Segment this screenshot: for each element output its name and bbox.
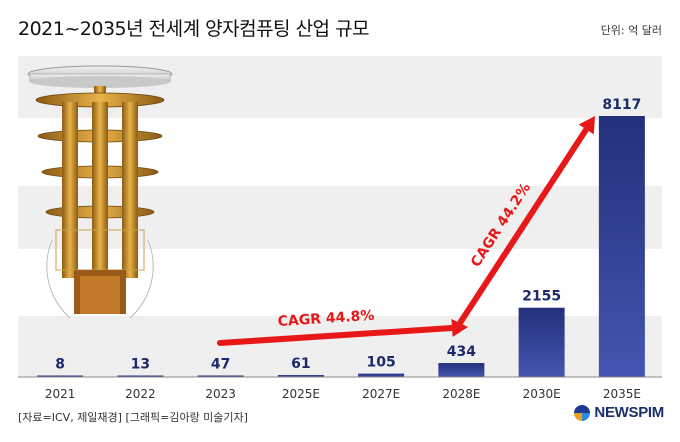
data-label: 105 (367, 355, 396, 371)
x-tick-label: 2025E (282, 387, 320, 401)
data-labels: 8 13 47 61 105 434 2155 8117 (55, 97, 641, 373)
x-tick-label: 2030E (523, 387, 561, 401)
bar-2028E (438, 363, 485, 377)
data-label: 434 (447, 344, 476, 360)
cagr-arrow-2-shaft (455, 126, 590, 329)
bars (37, 116, 645, 377)
bar-2025E (277, 375, 324, 377)
bar-2022 (117, 375, 164, 377)
x-tick-label: 2022 (125, 387, 156, 401)
bar-2027E (358, 373, 405, 377)
bar-2035E (598, 116, 645, 377)
data-label: 8 (55, 357, 65, 373)
newspim-logo: NEWSPIM (574, 404, 664, 421)
data-label: 2155 (522, 289, 561, 305)
x-tick-labels: 2021 2022 2023 2025E 2027E 2028E 2030E 2035E (45, 387, 641, 401)
cagr-arrow-2-head (578, 116, 595, 135)
newspim-logo-icon (574, 404, 591, 421)
data-label: 8117 (602, 97, 641, 113)
bar-2021 (37, 375, 84, 377)
data-label: 13 (131, 357, 150, 373)
logo-text: NEWSPIM (594, 404, 664, 421)
data-label: 47 (211, 356, 230, 372)
quantum-computer-illustration (27, 65, 173, 319)
page-title: 2021~2035년 전세계 양자컴퓨팅 산업 규모 (18, 18, 370, 40)
unit-label: 단위: 억 달러 (600, 24, 662, 37)
bar-2030E (518, 307, 565, 377)
x-tick-label: 2021 (45, 387, 76, 401)
x-tick-label: 2027E (362, 387, 400, 401)
x-tick-label: 2028E (442, 387, 480, 401)
bar-2023 (197, 375, 244, 377)
cagr-arrow-1-shaft (217, 325, 456, 346)
cagr-label: CAGR 44.8% (277, 308, 375, 330)
x-tick-label: 2035E (603, 387, 641, 401)
data-label: 61 (291, 356, 310, 372)
source-credit: [자료=ICV, 제일재경] [그래픽=김아랑 미술기자] (18, 411, 248, 424)
x-tick-label: 2023 (205, 387, 236, 401)
